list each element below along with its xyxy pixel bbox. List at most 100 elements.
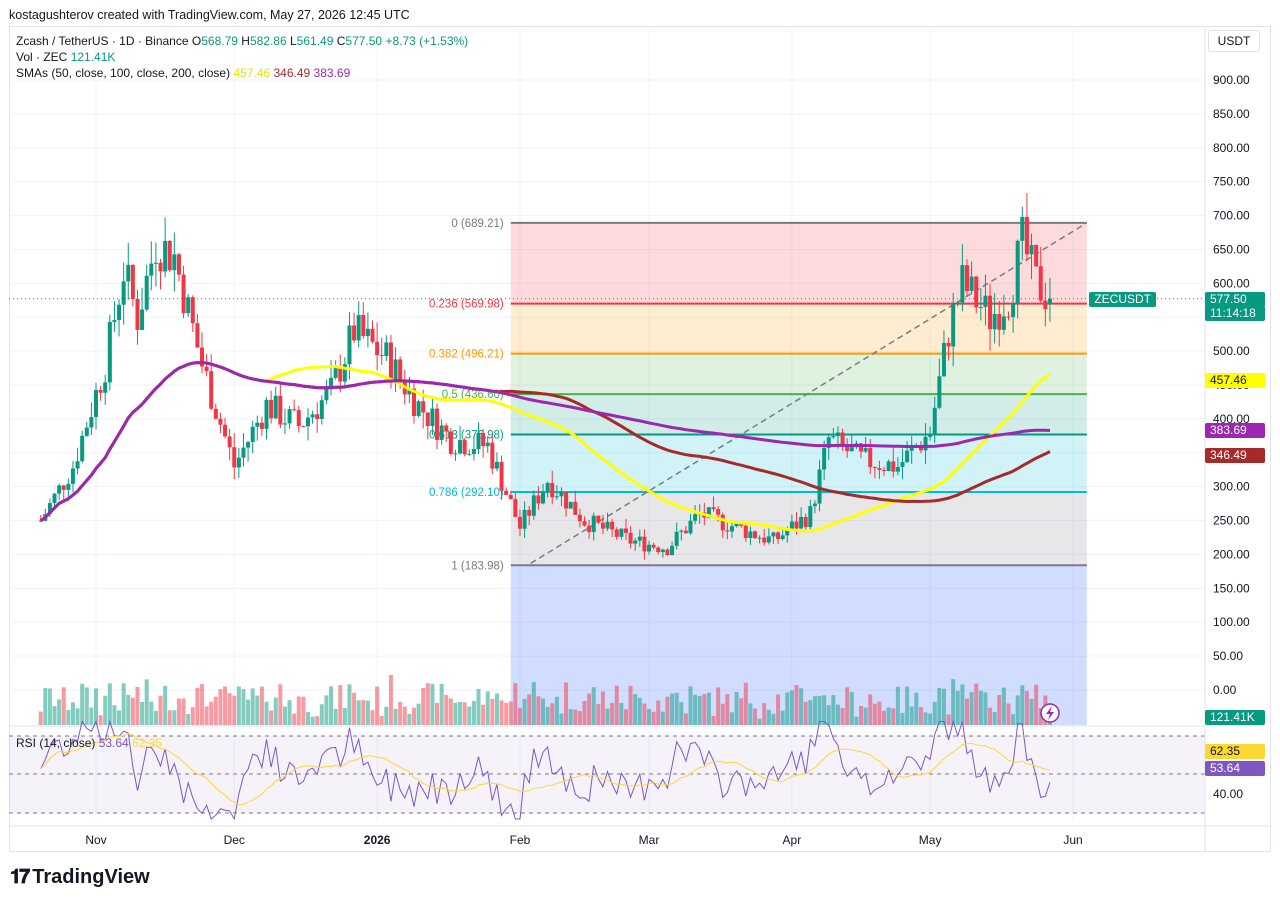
high-label: H [241,34,250,48]
candle-body [978,306,983,308]
candle-body [845,444,850,452]
volume-bar [458,702,463,725]
volume-bar [163,685,168,725]
volume-bar [803,701,808,725]
candle-body [209,371,214,409]
lightning-icon[interactable] [1040,703,1060,723]
sma50-badge: 457.46 [1205,373,1265,388]
volume-bar [840,707,845,725]
candle-body [900,462,905,467]
fib-zone [510,222,1087,304]
volume-bar [444,694,449,725]
volume-value: 121.41K [70,50,116,64]
candle-body [57,485,62,494]
candle-body [301,426,306,428]
candle-body [167,240,172,271]
chart-frame [9,26,1271,852]
candle-body [453,453,458,455]
candle-body [734,522,739,527]
volume-bar [305,711,310,725]
volume-bar [135,686,140,725]
volume-bar [402,706,407,725]
candle-body [241,447,246,458]
candles [38,193,1052,560]
candle-body [840,432,845,445]
sma-label[interactable]: SMAs (50, close, 100, close, 200, close) [16,66,231,80]
tradingview-logo[interactable]: 𝟏𝟕 TradingView [10,866,150,889]
volume-bar [421,687,426,725]
candle-body [126,264,131,282]
candle-body [969,276,974,291]
volume-legend: Vol · ZEC 121.41K [16,50,115,64]
chart-creator-caption: kostagushterov created with TradingView.… [9,8,410,22]
y-tick-label: 750.00 [1213,175,1250,189]
volume-bar [716,687,721,725]
candle-body [66,483,71,490]
candle-body [997,313,1002,330]
candle-body [679,530,684,532]
candle-body [835,432,840,437]
currency-selector[interactable]: USDT [1208,30,1260,52]
fib-trend-line [530,222,1088,564]
volume-label[interactable]: Vol · ZEC [16,50,68,64]
volume-bar [407,713,412,725]
candle-body [84,427,89,436]
candle-body [199,347,204,367]
sma-legend: SMAs (50, close, 100, close, 200, close)… [16,66,350,80]
candle-body [937,376,942,408]
candle-body [826,437,831,448]
rsi-label[interactable]: RSI (14, close) [16,736,96,750]
volume-bar [835,704,840,725]
y-tick-label: 400.00 [1213,412,1250,426]
candle-body [425,412,430,426]
volume-bar [932,701,937,725]
candle-body [448,431,453,454]
volume-bar [282,706,287,725]
x-tick-label: Mar [639,833,660,847]
candle-body [204,366,209,372]
candle-body [513,499,518,517]
y-tick-label: 150.00 [1213,581,1250,595]
volume-bar [467,706,472,725]
x-tick-label: Feb [510,833,531,847]
candle-body [172,254,177,271]
fib-level-label: 0 (689.21) [451,218,504,230]
low-label: L [289,34,297,48]
candle-body [476,432,481,450]
volume-bar [144,679,149,725]
volume-bar [951,679,956,725]
volume-bar [329,686,334,725]
y-tick-label: 300.00 [1213,480,1250,494]
volume-bar [255,695,260,725]
candle-body [218,418,223,425]
volume-bar [172,710,177,725]
volume-bar [259,686,264,725]
candle-body [711,507,716,510]
candle-body [319,400,324,419]
symbol-tag-badge: ZECUSDT [1089,292,1156,307]
y-tick-label: 600.00 [1213,276,1250,290]
fib-zone-extension [510,565,1087,725]
volume-bar [236,686,241,725]
candle-body [1047,298,1052,305]
volume-bar [112,705,117,725]
volume-bar [670,693,675,725]
candle-body [38,520,43,522]
volume-bar [425,683,430,725]
candle-body [163,240,168,272]
candle-body [227,436,232,448]
volume-bar [158,695,163,725]
volume-bar [914,692,919,725]
volume-bar [103,695,108,725]
volume-bar [536,696,541,725]
candle-body [822,447,827,470]
symbol-title[interactable]: Zcash / TetherUS · 1D · Binance [16,34,189,48]
volume-bar [476,688,481,725]
volume-bar [591,687,596,725]
volume-bar [375,686,380,725]
sma200-value: 383.69 [313,66,351,80]
volume-bar [554,696,559,725]
volume-bar [439,683,444,725]
rsi-line [40,719,1051,821]
